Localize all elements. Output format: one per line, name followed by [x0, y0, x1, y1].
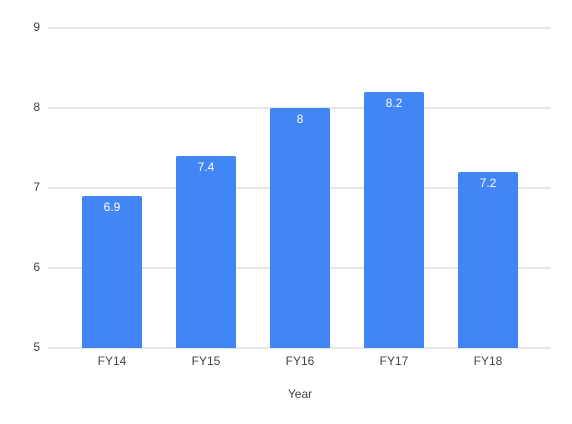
- y-tick-label: 6: [33, 260, 40, 274]
- bar: [364, 92, 424, 348]
- x-tick-label: FY15: [192, 354, 221, 368]
- bar: [176, 156, 236, 348]
- bar: [458, 172, 518, 348]
- y-tick-label: 9: [33, 20, 40, 34]
- x-tick-label: FY16: [286, 354, 315, 368]
- y-tick-label: 5: [33, 340, 40, 354]
- x-tick-label: FY17: [380, 354, 409, 368]
- data-label: 8: [297, 112, 304, 126]
- data-label: 7.2: [480, 176, 497, 190]
- x-axis-title: Year: [288, 387, 312, 401]
- data-label: 8.2: [386, 96, 403, 110]
- data-label: 6.9: [104, 200, 121, 214]
- y-tick-label: 8: [33, 100, 40, 114]
- y-tick-label: 7: [33, 180, 40, 194]
- data-label: 7.4: [198, 160, 215, 174]
- x-tick-label: FY14: [98, 354, 127, 368]
- bar: [270, 108, 330, 348]
- x-tick-label: FY18: [474, 354, 503, 368]
- bar: [82, 196, 142, 348]
